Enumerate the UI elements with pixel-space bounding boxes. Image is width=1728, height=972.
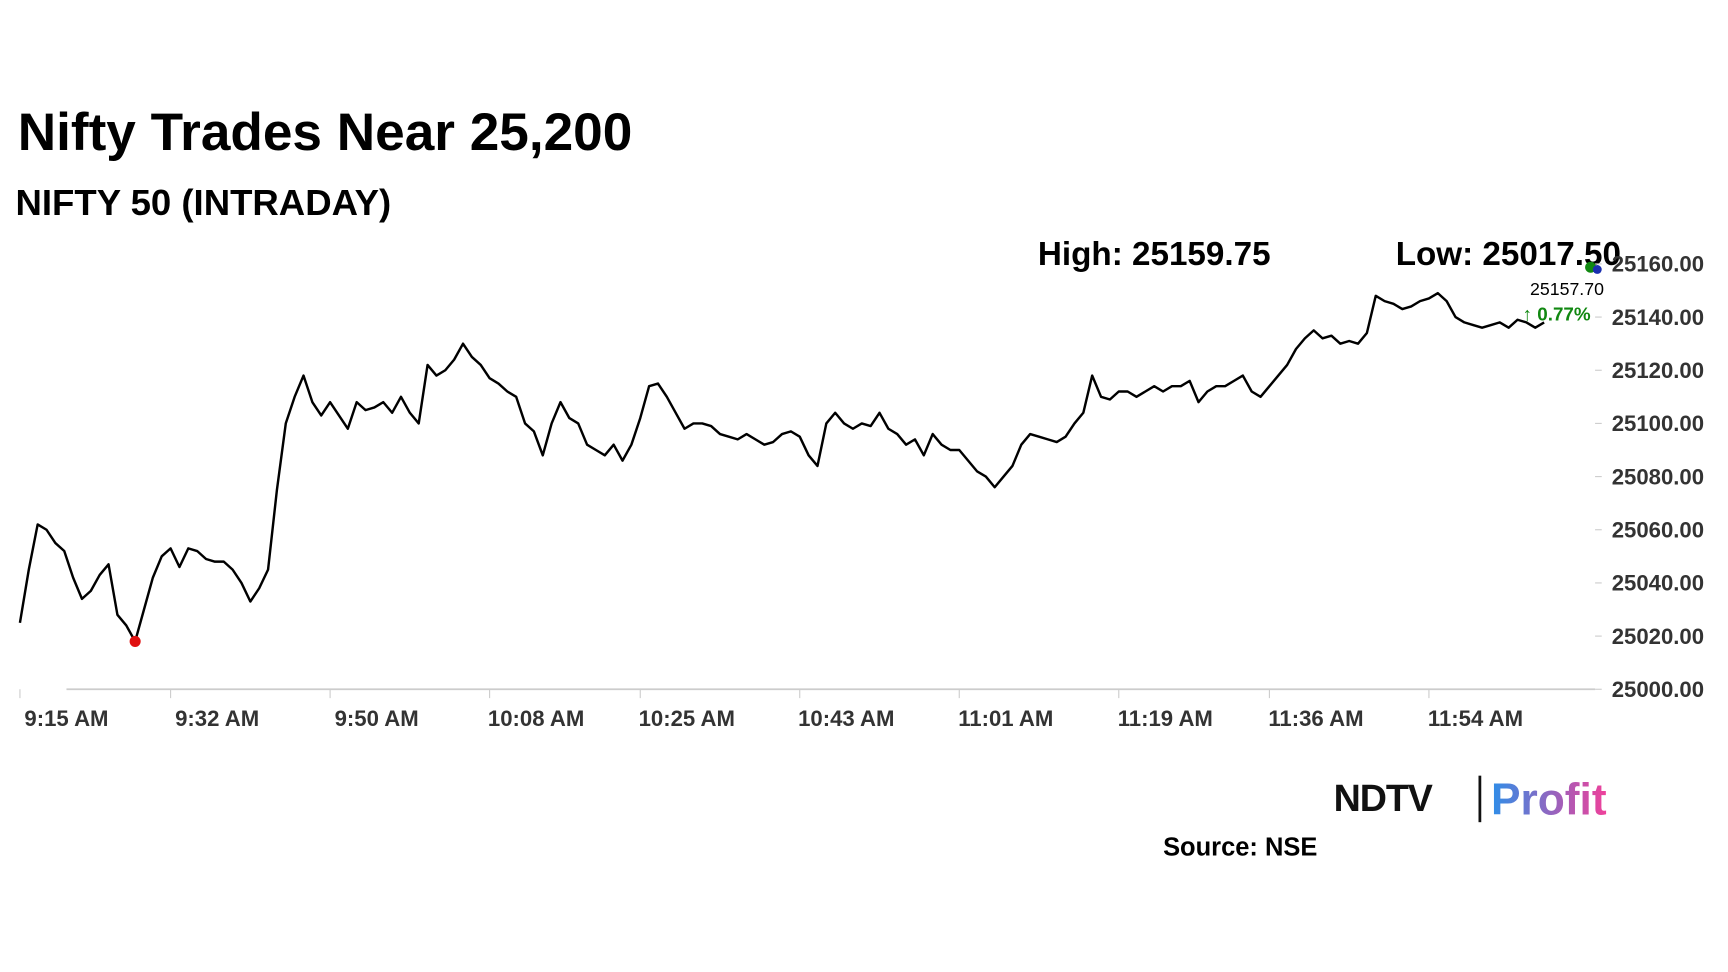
- chart-subtitle: NIFTY 50 (INTRADAY): [16, 182, 392, 223]
- y-tick-label: 25100.00: [1612, 411, 1704, 436]
- x-tick-label: 9:50 AM: [335, 706, 419, 731]
- y-tick-label: 25160.00: [1612, 252, 1704, 277]
- change-label: ↑ 0.77%: [1523, 303, 1591, 324]
- price-line: [18, 291, 1545, 643]
- chart-title: Nifty Trades Near 25,200: [18, 103, 633, 162]
- logo-brand: NDTV: [1334, 777, 1433, 819]
- y-tick-label: 25060.00: [1612, 518, 1704, 543]
- y-tick-label: 25120.00: [1612, 358, 1704, 383]
- x-tick-label: 10:08 AM: [488, 706, 584, 731]
- x-tick-label: 11:36 AM: [1268, 706, 1363, 731]
- y-tick-label: 25000.00: [1612, 677, 1704, 702]
- x-tick-label: 11:01 AM: [958, 706, 1053, 731]
- y-tick-label: 25040.00: [1612, 571, 1704, 596]
- x-tick-label: 11:54 AM: [1428, 706, 1523, 731]
- x-tick-label: 10:43 AM: [798, 706, 894, 731]
- last-price: 25157.70: [1530, 279, 1604, 299]
- low-label: Low: 25017.50: [1396, 236, 1621, 273]
- low-marker: [129, 635, 141, 647]
- high-label: High: 25159.75: [1038, 236, 1271, 273]
- x-tick-label: 11:19 AM: [1118, 706, 1213, 731]
- source: Source: NSE: [1163, 833, 1317, 861]
- x-tick-label: 10:25 AM: [639, 706, 735, 731]
- logo-product: Profit: [1491, 775, 1607, 824]
- last-marker: [1592, 265, 1602, 274]
- y-tick-label: 25020.00: [1612, 624, 1704, 649]
- x-tick-label: 9:32 AM: [175, 706, 259, 731]
- y-tick-label: 25140.00: [1612, 305, 1704, 330]
- x-tick-label: 9:15 AM: [24, 706, 108, 731]
- y-tick-label: 25080.00: [1612, 464, 1704, 489]
